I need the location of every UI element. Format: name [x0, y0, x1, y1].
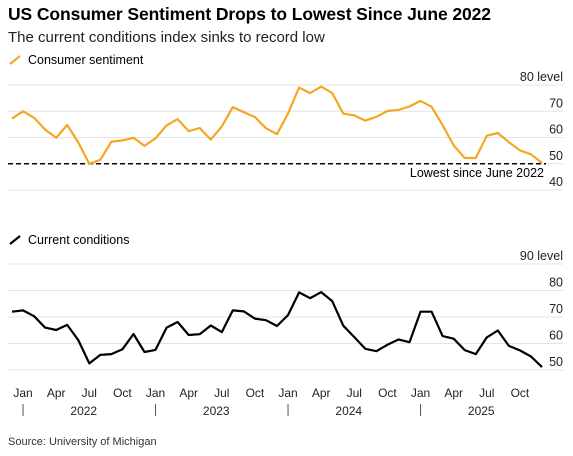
x-tick-label: Jan — [13, 386, 32, 400]
legend-current: Current conditions — [8, 233, 129, 247]
year-label: 2025 — [468, 404, 495, 418]
y-tick-label-sentiment: 70 — [549, 96, 563, 110]
x-tick-label: Apr — [312, 386, 331, 400]
y-tick-label-sentiment: 60 — [549, 123, 563, 137]
reference-line-label: Lowest since June 2022 — [410, 166, 544, 180]
chart-title: US Consumer Sentiment Drops to Lowest Si… — [8, 4, 491, 24]
x-tick-label: Apr — [444, 386, 463, 400]
year-label: 2022 — [70, 404, 97, 418]
legend-swatch-sentiment — [9, 55, 21, 65]
legend-label-sentiment: Consumer sentiment — [28, 53, 144, 67]
x-tick-label: Jul — [347, 386, 362, 400]
series-line-current — [11, 291, 543, 368]
x-tick-label: Oct — [378, 386, 397, 400]
x-tick-label: Jul — [214, 386, 229, 400]
legend-sentiment: Consumer sentiment — [8, 53, 143, 67]
x-tick-label: Apr — [179, 386, 198, 400]
x-tick-label: Jan — [278, 386, 297, 400]
y-tick-label-current: 50 — [549, 355, 563, 369]
y-tick-label-sentiment: 50 — [549, 149, 563, 163]
x-tick-label: Jul — [82, 386, 97, 400]
x-tick-label: Apr — [47, 386, 66, 400]
source-note: Source: University of Michigan — [8, 436, 157, 448]
year-label: 2024 — [335, 404, 362, 418]
x-tick-label: Jul — [479, 386, 494, 400]
y-tick-label-current: 90 level — [520, 249, 563, 263]
chart-subtitle: The current conditions index sinks to re… — [8, 29, 325, 46]
x-tick-label: Oct — [246, 386, 265, 400]
y-tick-label-sentiment: 80 level — [520, 70, 563, 84]
x-tick-label: Jan — [146, 386, 165, 400]
series-line-sentiment — [11, 85, 543, 165]
x-tick-label: Oct — [511, 386, 530, 400]
x-tick-label: Jan — [411, 386, 430, 400]
legend-swatch-current — [9, 235, 21, 245]
y-tick-label-sentiment: 40 — [549, 175, 563, 189]
x-tick-label: Oct — [113, 386, 132, 400]
y-tick-label-current: 80 — [549, 276, 563, 290]
legend-label-current: Current conditions — [28, 233, 130, 247]
year-label: 2023 — [203, 404, 230, 418]
y-tick-label-current: 60 — [549, 329, 563, 343]
y-tick-label-current: 70 — [549, 302, 563, 316]
